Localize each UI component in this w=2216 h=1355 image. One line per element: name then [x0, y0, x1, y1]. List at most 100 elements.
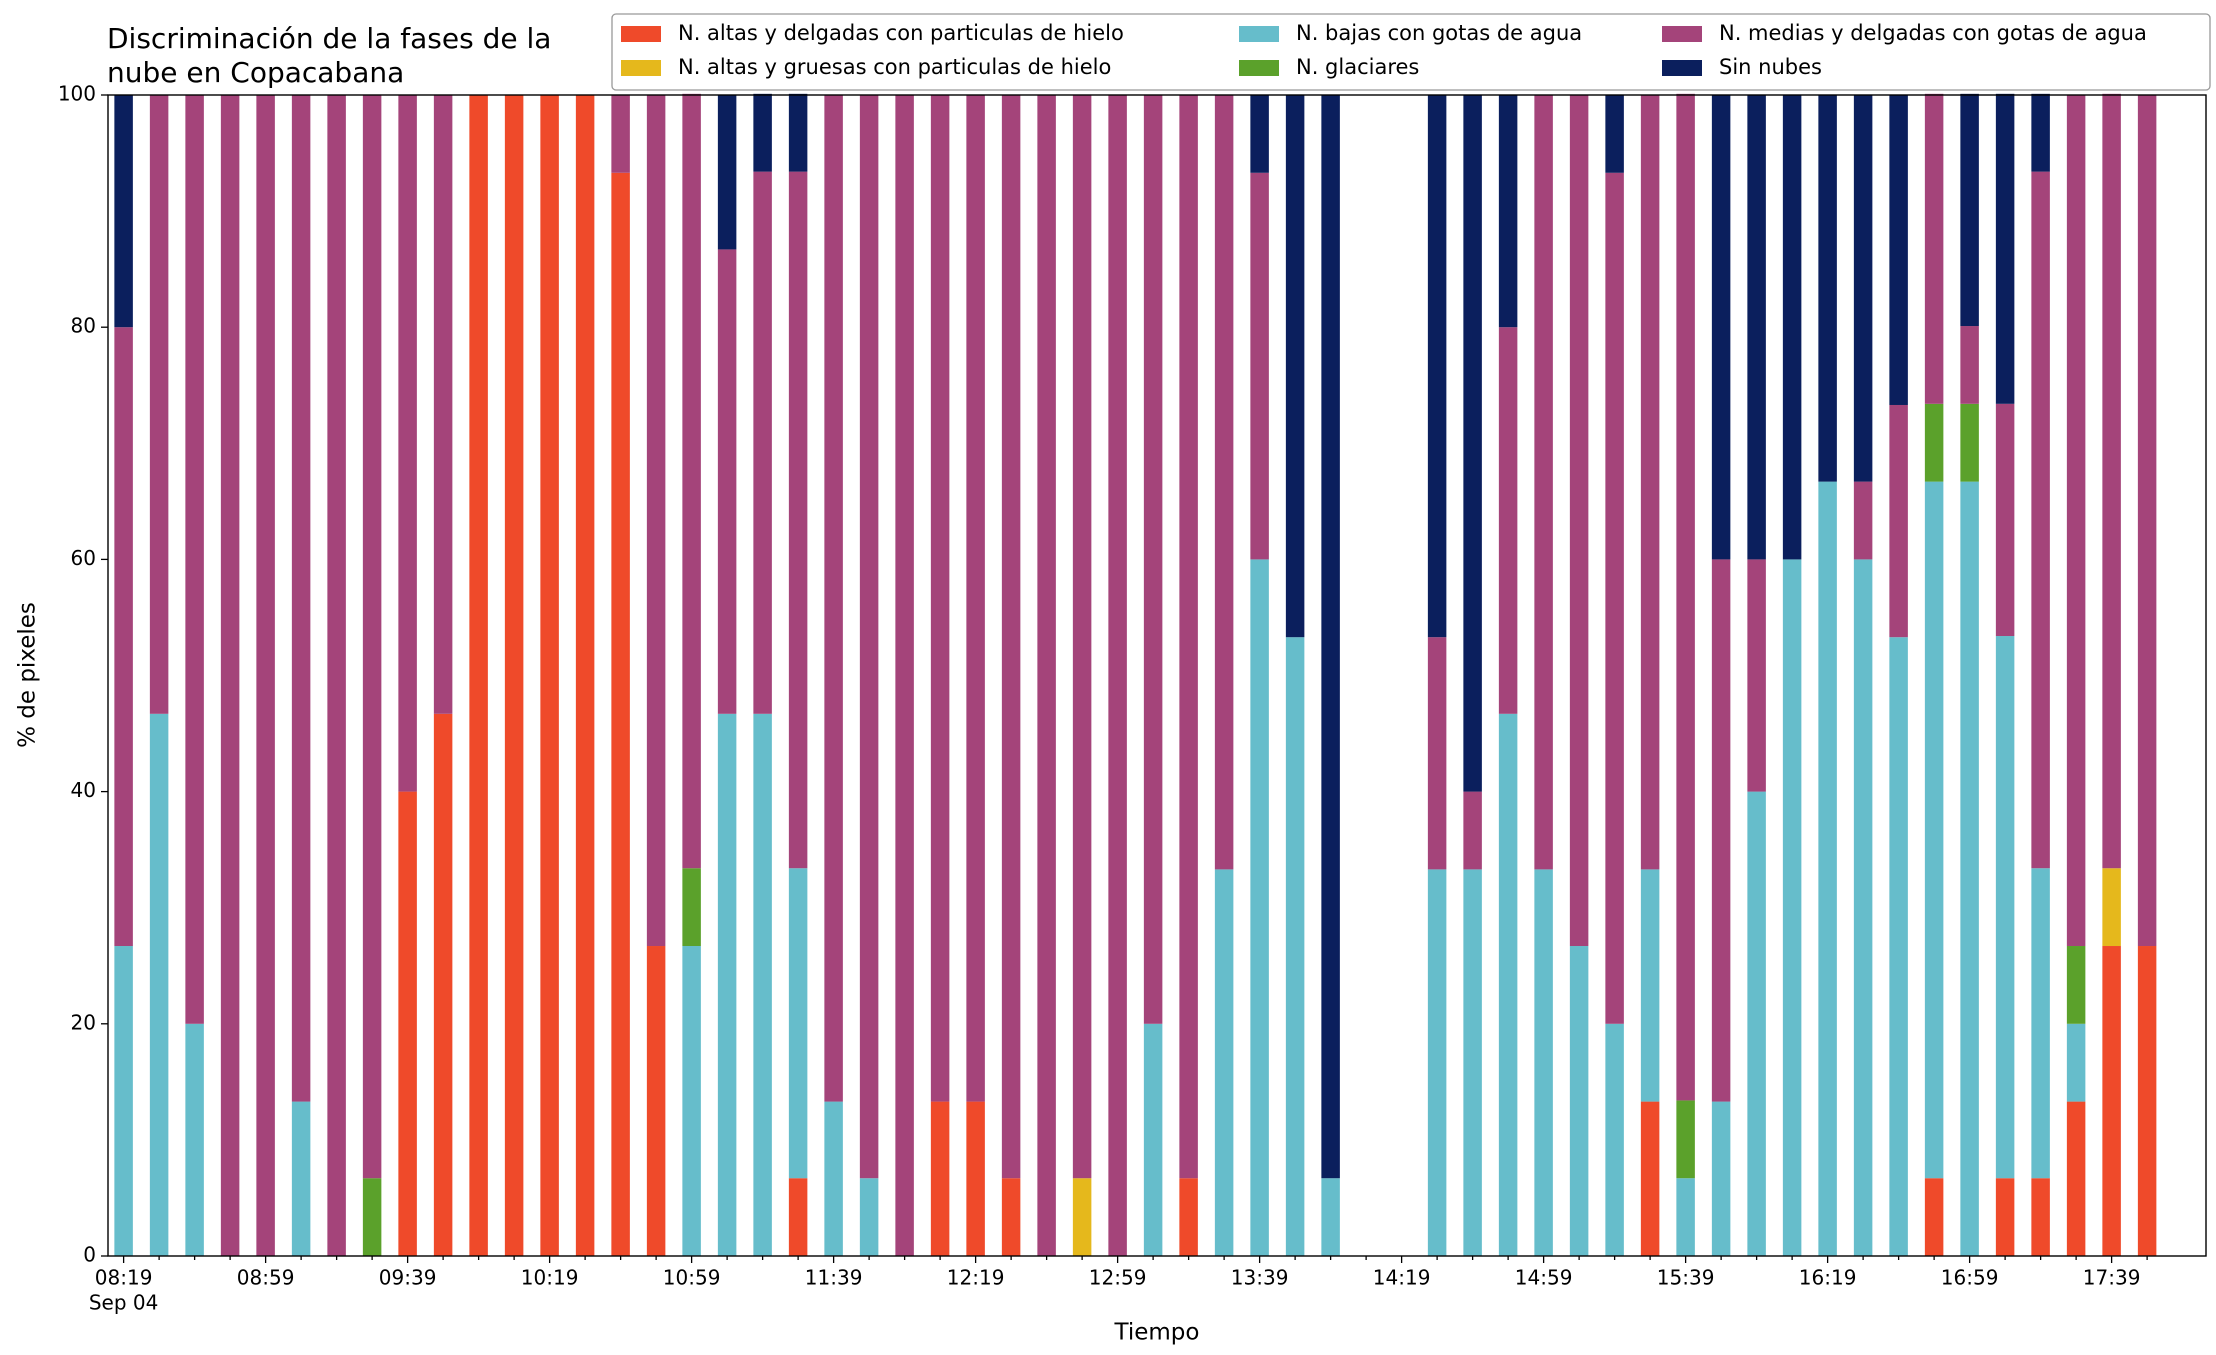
- y-tick-label: 80: [71, 314, 96, 338]
- bar-segment: [1534, 95, 1553, 870]
- x-tick-label: 13:39: [1231, 1266, 1289, 1290]
- bar-segment: [1960, 326, 1979, 404]
- x-date-label: Sep 04: [89, 1291, 159, 1315]
- bar-segment: [1605, 172, 1624, 1024]
- x-tick-label: 14:59: [1515, 1266, 1573, 1290]
- bar-segment: [185, 1023, 204, 1256]
- bar-segment: [1711, 559, 1731, 1102]
- bar-segment: [469, 95, 488, 1256]
- bar-segment: [398, 791, 417, 1256]
- bar-segment: [682, 868, 701, 947]
- bar-segment: [1605, 95, 1624, 173]
- bar-segment: [611, 172, 630, 1257]
- bar-segment: [1463, 95, 1482, 792]
- bar-segment: [1250, 172, 1269, 560]
- bar-segment: [1747, 791, 1766, 1256]
- bar-segment: [788, 868, 808, 1179]
- bar-segment: [682, 93, 701, 869]
- bar-segment: [1463, 869, 1482, 1256]
- bar-segment: [717, 95, 737, 250]
- bar-segment: [1889, 637, 1908, 1256]
- x-tick-label: 12:19: [947, 1266, 1005, 1290]
- bar-segment: [930, 1101, 950, 1256]
- bar-segment: [291, 95, 311, 1102]
- bar-segment: [504, 95, 524, 1256]
- bar-segment: [1214, 869, 1234, 1256]
- bar-segment: [1924, 481, 1944, 1179]
- bar-segment: [1782, 559, 1802, 1256]
- bar-segment: [1250, 95, 1269, 173]
- bar-segment: [2102, 93, 2121, 869]
- x-axis-label: Tiempo: [1114, 1320, 1200, 1346]
- bar-segment: [1818, 481, 1837, 1256]
- bar-segment: [1924, 93, 1944, 404]
- bar-segment: [1995, 636, 2015, 1179]
- bar-segment: [930, 95, 950, 1102]
- bar-segment: [398, 95, 417, 792]
- bar-segment: [1995, 93, 2015, 404]
- bar-segment: [788, 171, 808, 869]
- x-tick-label: 14:19: [1373, 1266, 1431, 1290]
- bar-segment: [362, 1178, 382, 1256]
- bar-segment: [1072, 95, 1092, 1179]
- bar-segment: [859, 1178, 879, 1256]
- legend-label: N. glaciares: [1296, 55, 1419, 79]
- bar-segment: [824, 1101, 843, 1256]
- y-tick-label: 0: [83, 1243, 96, 1267]
- legend-swatch: [1662, 60, 1702, 76]
- legend-label: N. bajas con gotas de agua: [1296, 21, 1582, 45]
- bar-segment: [788, 93, 808, 172]
- bar-segment: [2031, 93, 2050, 172]
- bar-segment: [1640, 95, 1660, 870]
- bar-segment: [1924, 403, 1944, 482]
- x-tick-label: 08:59: [237, 1266, 295, 1290]
- bar-segment: [1676, 1178, 1695, 1256]
- bar-segment: [149, 95, 169, 714]
- bar-segment: [824, 95, 843, 1102]
- y-tick-label: 40: [71, 778, 96, 802]
- x-tick-label: 09:39: [379, 1266, 437, 1290]
- bar-segment: [1995, 1178, 2015, 1256]
- bar-segment: [1498, 95, 1518, 328]
- bar-segment: [753, 93, 772, 172]
- bar-segment: [1321, 95, 1340, 1179]
- bar-segment: [2066, 95, 2086, 947]
- y-tick-label: 60: [71, 546, 96, 570]
- bar-segment: [1853, 95, 1873, 482]
- x-tick-label: 10:59: [663, 1266, 721, 1290]
- bar-segment: [114, 946, 133, 1256]
- legend-box: [611, 13, 2211, 91]
- bar-segment: [1569, 95, 1589, 947]
- bar-segment: [362, 95, 382, 1179]
- legend-swatch: [1239, 26, 1279, 42]
- x-tick-label: 16:19: [1799, 1266, 1857, 1290]
- bar-segment: [1285, 637, 1305, 1256]
- legend-swatch: [621, 26, 661, 42]
- chart-title-line: nube en Copacabana: [107, 56, 404, 89]
- bar-segment: [1711, 1101, 1731, 1256]
- bar-segment: [291, 1101, 311, 1256]
- bar-segment: [1853, 481, 1873, 560]
- bar-segment: [1001, 95, 1021, 1179]
- bar-segment: [1747, 95, 1766, 560]
- bar-segment: [1179, 95, 1198, 1179]
- bar-segment: [2102, 868, 2121, 947]
- x-tick-label: 12:59: [1089, 1266, 1147, 1290]
- plot-frame: [107, 94, 2207, 1257]
- bar-segment: [2137, 95, 2157, 947]
- bar-segment: [1569, 946, 1589, 1256]
- bar-segment: [1853, 559, 1873, 1256]
- bar-segment: [185, 95, 204, 1024]
- bar-segment: [1640, 1101, 1660, 1256]
- chart-title-line: Discriminación de la fases de la: [107, 22, 551, 55]
- bar-segment: [1889, 404, 1908, 638]
- bar-segment: [682, 946, 701, 1256]
- y-axis-label: % de pixeles: [15, 602, 41, 748]
- bar-segment: [1037, 95, 1056, 1256]
- bar-segment: [1143, 95, 1163, 1024]
- y-tick-label: 100: [58, 82, 96, 106]
- bar-segment: [433, 95, 453, 714]
- x-tick-label: 10:19: [521, 1266, 579, 1290]
- bar-segment: [540, 95, 559, 1256]
- bar-segment: [1072, 1178, 1092, 1256]
